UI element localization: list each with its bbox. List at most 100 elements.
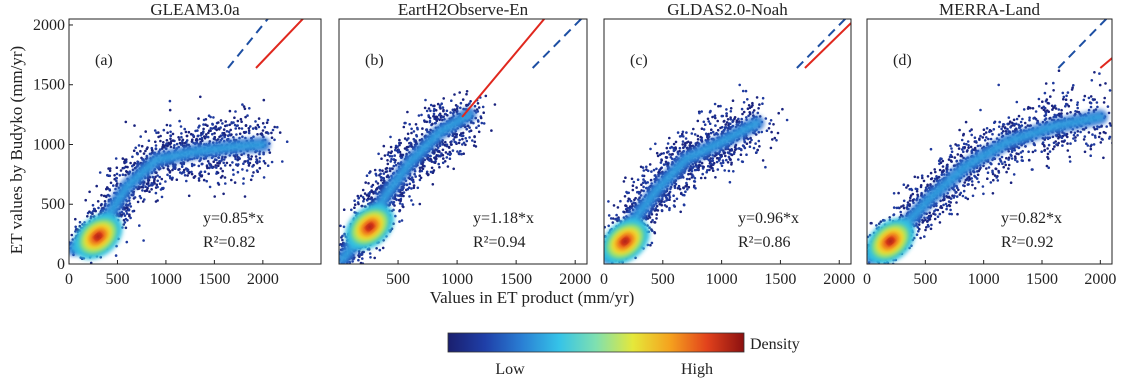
scatter-point	[682, 146, 685, 149]
scatter-point	[156, 186, 159, 189]
scatter-point	[125, 218, 128, 221]
scatter-point	[252, 127, 255, 130]
scatter-point	[209, 130, 212, 133]
scatter-point	[737, 158, 740, 161]
scatter-point	[259, 157, 262, 160]
scatter-point	[711, 160, 714, 163]
scatter-point	[234, 181, 237, 184]
scatter-point	[758, 140, 761, 143]
scatter-point	[394, 215, 397, 218]
scatter-point	[232, 169, 235, 172]
panel-title: GLEAM3.0a	[150, 0, 240, 19]
scatter-point	[680, 192, 683, 195]
scatter-point	[156, 174, 159, 177]
scatter-point	[384, 154, 387, 157]
scatter-point	[370, 189, 373, 192]
scatter-point	[930, 148, 933, 151]
scatter-point	[768, 122, 771, 125]
scatter-point	[341, 235, 344, 238]
scatter-point	[1027, 150, 1030, 153]
scatter-point	[984, 139, 987, 142]
scatter-point	[86, 215, 89, 218]
scatter-point	[1083, 99, 1086, 102]
scatter-point	[1100, 141, 1103, 144]
scatter-point	[731, 121, 734, 124]
scatter-point	[263, 176, 266, 179]
scatter-point	[1047, 138, 1050, 141]
scatter-point	[713, 115, 716, 118]
scatter-point	[358, 197, 361, 200]
scatter-point	[375, 180, 378, 183]
scatter-point	[444, 141, 447, 144]
scatter-point	[1066, 142, 1069, 145]
scatter-point	[192, 134, 195, 137]
scatter-point	[649, 244, 652, 247]
scatter-point	[267, 119, 270, 122]
scatter-point	[116, 173, 119, 176]
scatter-point	[271, 161, 274, 164]
scatter-point	[137, 201, 140, 204]
scatter-point	[762, 159, 765, 162]
scatter-point	[358, 252, 361, 255]
scatter-point	[477, 125, 480, 128]
scatter-point	[178, 138, 181, 141]
scatter-point	[122, 157, 125, 160]
scatter-point	[146, 146, 149, 149]
scatter-point	[681, 175, 684, 178]
y-tick-label: 1000	[33, 136, 65, 153]
scatter-point	[1023, 108, 1026, 111]
scatter-point	[970, 134, 973, 137]
scatter-point	[202, 123, 205, 126]
scatter-point	[642, 181, 645, 184]
scatter-point	[707, 137, 710, 140]
scatter-point	[385, 171, 388, 174]
scatter-point	[926, 185, 929, 188]
scatter-point	[1054, 140, 1057, 143]
scatter-point	[1062, 92, 1065, 95]
scatter-point	[1077, 130, 1080, 133]
scatter-point	[148, 190, 151, 193]
scatter-point	[668, 209, 671, 212]
scatter-point	[377, 153, 380, 156]
plot-area	[65, 0, 321, 269]
scatter-point	[433, 169, 436, 172]
scatter-point	[215, 129, 218, 132]
scatter-point	[104, 200, 107, 203]
scatter-point	[923, 180, 926, 183]
scatter-point	[273, 139, 276, 142]
scatter-point	[369, 256, 372, 259]
scatter-point	[475, 145, 478, 148]
scatter-point	[483, 122, 486, 125]
scatter-point	[413, 138, 416, 141]
scatter-point	[387, 163, 390, 166]
scatter-point	[722, 159, 725, 162]
scatter-point	[236, 124, 239, 127]
scatter-point	[367, 182, 370, 185]
scatter-point	[403, 126, 406, 129]
scatter-point	[1005, 171, 1008, 174]
fit-equation: y=1.18*x	[473, 210, 534, 227]
scatter-point	[986, 127, 989, 130]
scatter-point	[707, 165, 710, 168]
scatter-point	[148, 139, 151, 142]
scatter-point	[728, 170, 731, 173]
scatter-point	[234, 110, 237, 113]
scatter-point	[173, 144, 176, 147]
scatter-point	[103, 195, 106, 198]
scatter-point	[704, 123, 707, 126]
scatter-point	[223, 132, 226, 135]
scatter-point	[462, 152, 465, 155]
scatter-point	[220, 159, 223, 162]
scatter-point	[155, 132, 158, 135]
scatter-point	[452, 112, 455, 115]
scatter-point	[354, 203, 357, 206]
scatter-point	[109, 175, 112, 178]
scatter-point	[411, 145, 414, 148]
scatter-point	[232, 173, 235, 176]
scatter-point	[186, 135, 189, 138]
scatter-point	[110, 182, 113, 185]
scatter-point	[360, 195, 363, 198]
scatter-point	[461, 143, 464, 146]
scatter-point	[361, 205, 364, 208]
